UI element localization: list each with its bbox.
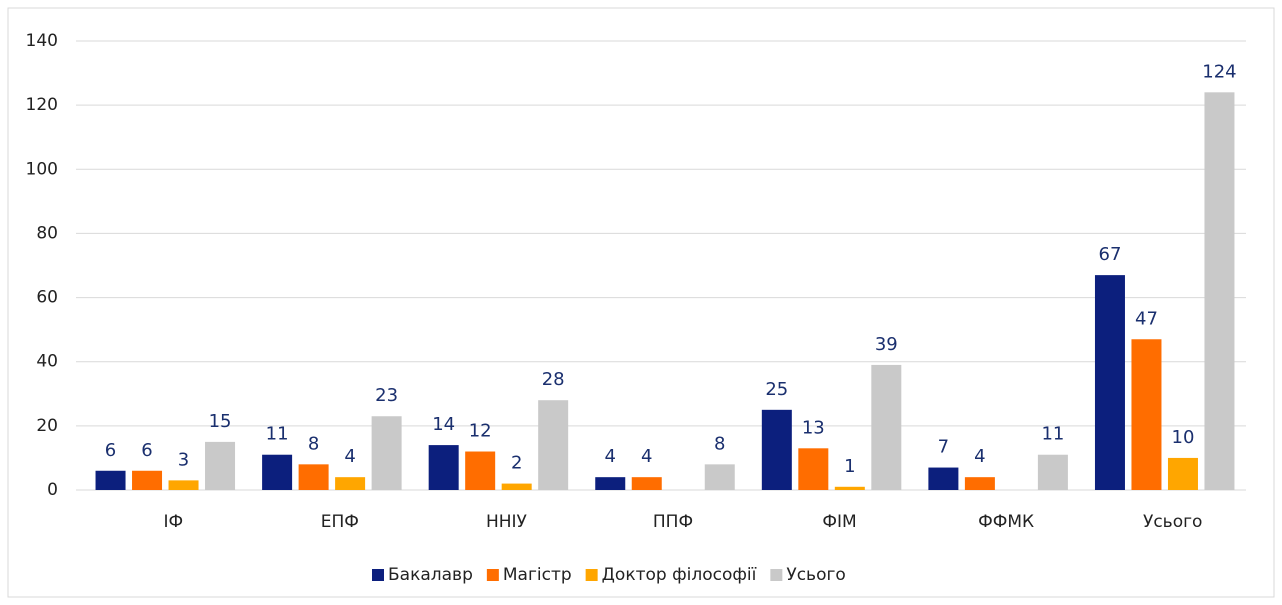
value-label: 11 bbox=[1041, 424, 1064, 445]
legend-swatch bbox=[372, 569, 384, 581]
value-label: 6 bbox=[105, 440, 116, 461]
x-tick-label: ФФМК bbox=[978, 512, 1034, 532]
bar bbox=[595, 477, 626, 490]
value-label: 124 bbox=[1202, 61, 1236, 82]
x-tick-label: ППФ bbox=[653, 512, 693, 532]
y-tick-label: 40 bbox=[36, 352, 58, 372]
bar bbox=[1094, 275, 1125, 490]
bar bbox=[704, 464, 735, 490]
value-label: 14 bbox=[432, 414, 455, 435]
bar bbox=[298, 464, 329, 490]
legend-swatch bbox=[486, 569, 499, 581]
bar bbox=[168, 480, 199, 490]
value-label: 47 bbox=[1135, 308, 1158, 329]
y-tick-label: 120 bbox=[26, 95, 58, 115]
value-label: 39 bbox=[875, 334, 898, 355]
bar bbox=[132, 470, 163, 490]
value-label: 4 bbox=[974, 446, 985, 467]
value-label: 10 bbox=[1172, 427, 1195, 448]
bar bbox=[761, 409, 792, 490]
value-label: 6 bbox=[141, 440, 152, 461]
value-label: 12 bbox=[469, 421, 492, 442]
legend-label: Магістр bbox=[503, 565, 572, 585]
legend-label: Доктор філософії bbox=[602, 565, 757, 585]
x-tick-label: ФІМ bbox=[822, 512, 856, 532]
legend-label: Усього bbox=[786, 565, 845, 585]
y-tick-label: 20 bbox=[36, 416, 58, 436]
bar bbox=[928, 467, 959, 490]
legend-label: Бакалавр bbox=[388, 565, 473, 585]
chart-border bbox=[7, 7, 1275, 598]
x-tick-label: ЕПФ bbox=[321, 512, 359, 532]
y-tick-label: 100 bbox=[26, 159, 58, 179]
bar bbox=[501, 483, 532, 490]
x-tick-label: ННІУ bbox=[486, 512, 528, 532]
value-label: 11 bbox=[266, 424, 289, 445]
bar bbox=[871, 364, 902, 490]
value-label: 15 bbox=[209, 411, 232, 432]
value-label: 7 bbox=[938, 437, 949, 458]
value-label: 23 bbox=[375, 385, 398, 406]
bar bbox=[538, 400, 569, 490]
y-tick-label: 80 bbox=[36, 223, 58, 243]
bar bbox=[631, 477, 662, 490]
value-label: 28 bbox=[542, 369, 565, 390]
bar bbox=[335, 477, 366, 490]
y-tick-label: 60 bbox=[36, 288, 58, 308]
y-tick-label: 140 bbox=[26, 31, 58, 51]
value-label: 3 bbox=[178, 449, 189, 470]
bar bbox=[1167, 457, 1198, 490]
bar bbox=[262, 454, 293, 490]
bar bbox=[1131, 339, 1162, 490]
value-label: 2 bbox=[511, 453, 522, 474]
bar bbox=[428, 445, 459, 490]
value-label: 67 bbox=[1099, 244, 1122, 265]
value-label: 4 bbox=[605, 446, 616, 467]
value-label: 8 bbox=[714, 433, 725, 454]
value-label: 13 bbox=[802, 417, 825, 438]
bar bbox=[205, 441, 236, 490]
bar bbox=[465, 451, 496, 490]
bar bbox=[371, 416, 402, 490]
bar bbox=[834, 486, 865, 490]
value-label: 25 bbox=[765, 379, 788, 400]
x-tick-label: Усього bbox=[1143, 512, 1202, 532]
value-label: 4 bbox=[641, 446, 652, 467]
legend-swatch bbox=[585, 569, 598, 581]
bar bbox=[964, 477, 995, 490]
x-tick-label: ІФ bbox=[163, 512, 183, 532]
bar bbox=[1204, 92, 1235, 491]
bar bbox=[798, 448, 829, 490]
legend-swatch bbox=[770, 569, 783, 581]
value-label: 8 bbox=[308, 433, 319, 454]
y-tick-label: 0 bbox=[47, 480, 58, 500]
bar bbox=[95, 470, 126, 490]
value-label: 4 bbox=[344, 446, 355, 467]
bar bbox=[1037, 454, 1068, 490]
value-label: 1 bbox=[844, 456, 855, 477]
